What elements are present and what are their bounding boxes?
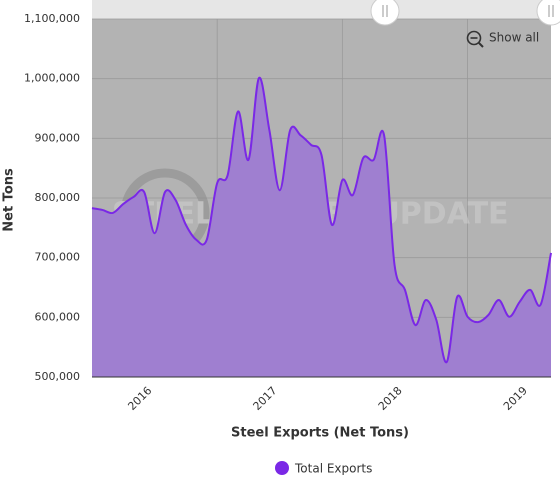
button-label[interactable]: Show all: [489, 31, 539, 45]
y-tick-label: 1,000,000: [24, 72, 80, 85]
y-tick-label: 900,000: [35, 131, 81, 144]
y-tick-label: 800,000: [35, 191, 81, 204]
legend-marker: [275, 461, 289, 475]
x-tick-label: 2016: [125, 384, 154, 413]
legend-label: Total Exports: [294, 462, 372, 476]
area-line: [91, 77, 552, 364]
x-axis-title: Steel Exports (Net Tons): [231, 426, 409, 441]
area-fill: [92, 77, 551, 378]
x-tick-label: 2018: [376, 384, 405, 413]
range-slider[interactable]: [92, 0, 551, 19]
x-tick-label: 2019: [501, 384, 530, 413]
y-tick-label: 1,100,000: [24, 12, 80, 25]
y-tick-label: 700,000: [35, 251, 81, 264]
slider-handle[interactable]: [370, 0, 400, 26]
y-tick-label: 500,000: [35, 370, 81, 383]
show-all-button[interactable]: Show all: [466, 31, 540, 48]
x-tick-label: 2017: [251, 384, 280, 413]
y-tick-label: 600,000: [35, 310, 81, 323]
y-axis-title: Net Tons: [2, 168, 17, 232]
